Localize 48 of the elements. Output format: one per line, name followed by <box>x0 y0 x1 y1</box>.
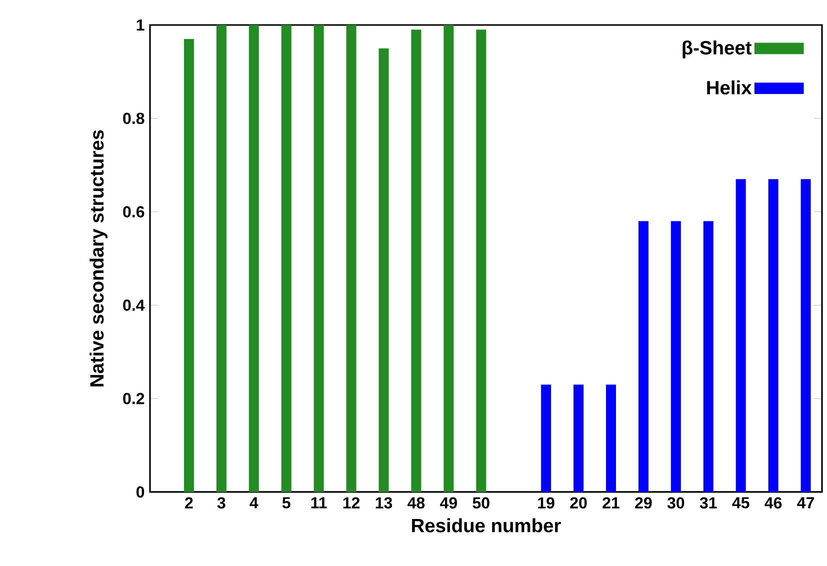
y-axis-title: Native secondary structures <box>90 130 108 386</box>
y-tick-label: 0 <box>136 486 144 498</box>
bar <box>378 48 389 492</box>
bar <box>800 179 811 492</box>
bar <box>606 384 616 492</box>
y-tick-label: 0.4 <box>123 300 145 311</box>
bar <box>736 179 746 492</box>
y-tick-label: 0.8 <box>123 112 144 124</box>
bar <box>574 384 584 492</box>
bar <box>541 384 552 492</box>
x-tick-label: 5 <box>282 497 290 508</box>
bar <box>670 221 681 492</box>
bar <box>703 221 714 492</box>
x-tick-label: 13 <box>376 497 392 509</box>
bar <box>281 24 292 492</box>
bar <box>411 30 422 492</box>
legend-label: β-Sheet <box>682 40 752 58</box>
x-axis-title: Residue number <box>412 518 561 532</box>
bar <box>184 39 194 492</box>
x-tick-label: 45 <box>732 497 750 508</box>
x-tick-label: 19 <box>538 497 554 509</box>
legend-label: Helix <box>707 80 752 94</box>
x-tick-label: 2 <box>185 497 193 508</box>
bar <box>346 24 356 492</box>
x-tick-label: 3 <box>217 497 226 509</box>
x-tick-label: 4 <box>250 497 258 508</box>
x-tick-label: 29 <box>635 497 652 509</box>
x-tick-label: 20 <box>570 497 587 509</box>
x-tick-label: 49 <box>440 497 457 509</box>
x-tick-label: 48 <box>408 497 425 509</box>
bar <box>248 24 259 492</box>
x-tick-label: 31 <box>700 497 717 509</box>
x-tick-label: 47 <box>797 497 814 508</box>
x-tick-label: 50 <box>472 497 490 509</box>
x-tick-label: 21 <box>602 497 620 508</box>
bar <box>768 179 778 492</box>
y-tick-label: 0.2 <box>123 392 144 404</box>
x-tick-label: 46 <box>764 497 782 509</box>
bar <box>216 24 226 492</box>
x-tick-label: 11 <box>311 497 327 508</box>
x-tick-label: 12 <box>343 497 360 508</box>
y-tick-label: 0.6 <box>123 206 144 218</box>
bar <box>638 221 648 492</box>
bar <box>476 30 486 492</box>
y-tick-label: 1 <box>136 19 144 30</box>
bar <box>444 24 454 492</box>
bar <box>314 24 324 492</box>
x-tick-label: 30 <box>667 497 684 509</box>
